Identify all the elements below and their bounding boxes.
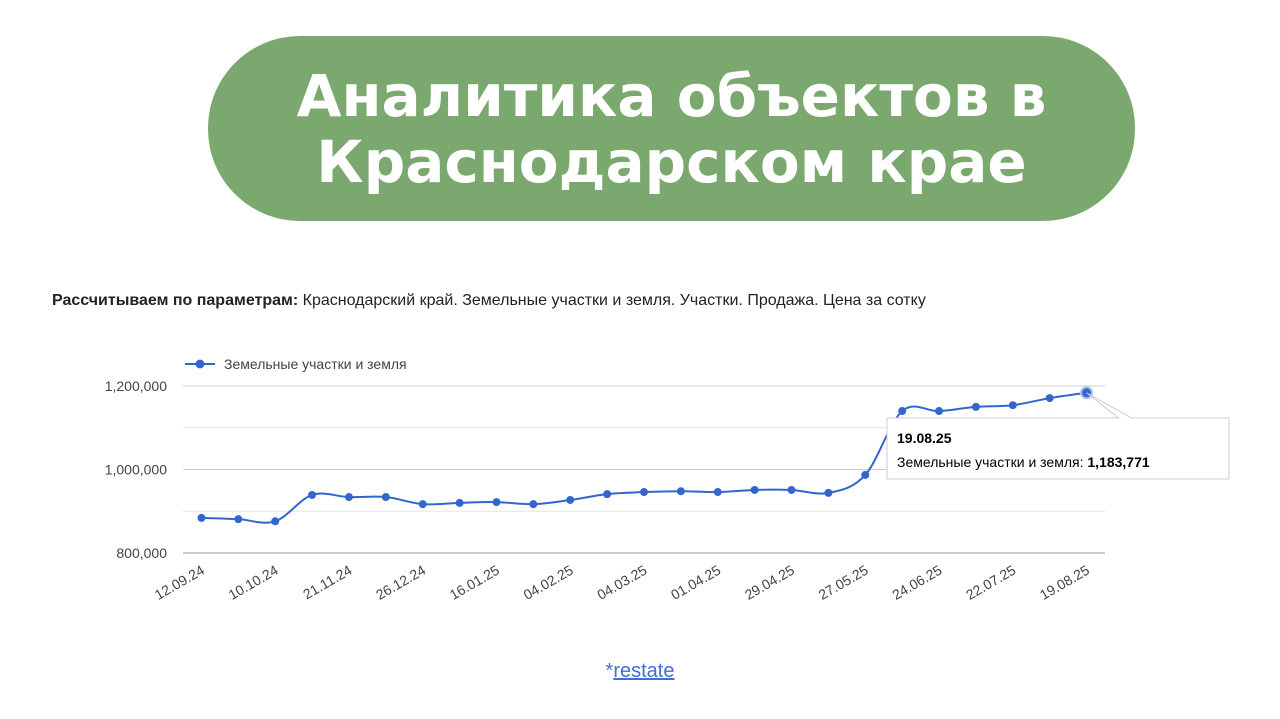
point <box>455 498 464 507</box>
point <box>713 488 722 497</box>
point <box>271 517 280 526</box>
point <box>603 490 612 499</box>
point <box>529 500 538 509</box>
subtitle: Рассчитываем по параметрам: Краснодарски… <box>52 292 926 310</box>
legend-label: Земельные участки и земля <box>224 356 407 372</box>
x-tick-label: 10.10.24 <box>226 562 281 603</box>
x-tick-label: 12.09.24 <box>152 562 207 603</box>
legend-marker <box>195 359 205 369</box>
x-tick-label: 27.05.25 <box>816 562 871 603</box>
point <box>308 490 317 499</box>
point <box>344 493 353 502</box>
tooltip-box <box>886 392 1230 480</box>
x-tick-label: 04.03.25 <box>594 562 649 603</box>
point <box>1045 394 1054 403</box>
x-tick-label: 01.04.25 <box>668 562 723 603</box>
x-tick-label: 16.01.25 <box>447 562 502 603</box>
tooltip-body: Земельные участки и земля: 1,183,771 <box>897 454 1150 470</box>
x-tick-label: 19.08.25 <box>1037 562 1092 603</box>
point <box>381 493 390 502</box>
tooltip-title: 19.08.25 <box>897 430 952 446</box>
point <box>197 513 206 522</box>
y-tick-label: 800,000 <box>116 545 167 561</box>
footer: *restate <box>0 660 1280 683</box>
footer-prefix: * <box>605 660 614 682</box>
y-tick-label: 1,200,000 <box>105 378 167 394</box>
point <box>898 407 907 416</box>
x-tick-label: 29.04.25 <box>742 562 797 603</box>
point <box>566 495 575 504</box>
tooltip-value: 1,183,771 <box>1087 454 1149 470</box>
x-tick-label: 26.12.24 <box>373 562 428 603</box>
tooltip-label: Земельные участки и земля: <box>897 454 1083 470</box>
footer-link[interactable]: restate <box>613 660 675 682</box>
y-tick-label: 1,000,000 <box>105 462 167 478</box>
banner: Аналитика объектов в Краснодарском крае <box>208 36 1135 221</box>
point <box>935 407 944 416</box>
point <box>750 485 759 494</box>
point <box>861 470 870 479</box>
x-tick-label: 24.06.25 <box>889 562 944 603</box>
point <box>418 500 427 509</box>
subtitle-bold: Рассчитываем по параметрам: <box>52 292 299 309</box>
point <box>234 515 243 524</box>
subtitle-text: Краснодарский край. Земельные участки и … <box>302 292 926 309</box>
point <box>492 498 501 507</box>
point <box>824 488 833 497</box>
point <box>640 488 648 497</box>
point <box>676 487 685 496</box>
point <box>787 485 796 494</box>
point <box>971 402 980 411</box>
x-tick-label: 21.11.24 <box>300 562 354 603</box>
point <box>1008 401 1017 410</box>
x-tick-label: 04.02.25 <box>521 562 576 603</box>
heading: Аналитика объектов в Краснодарском крае <box>296 61 1047 196</box>
x-tick-label: 22.07.25 <box>963 562 1018 603</box>
